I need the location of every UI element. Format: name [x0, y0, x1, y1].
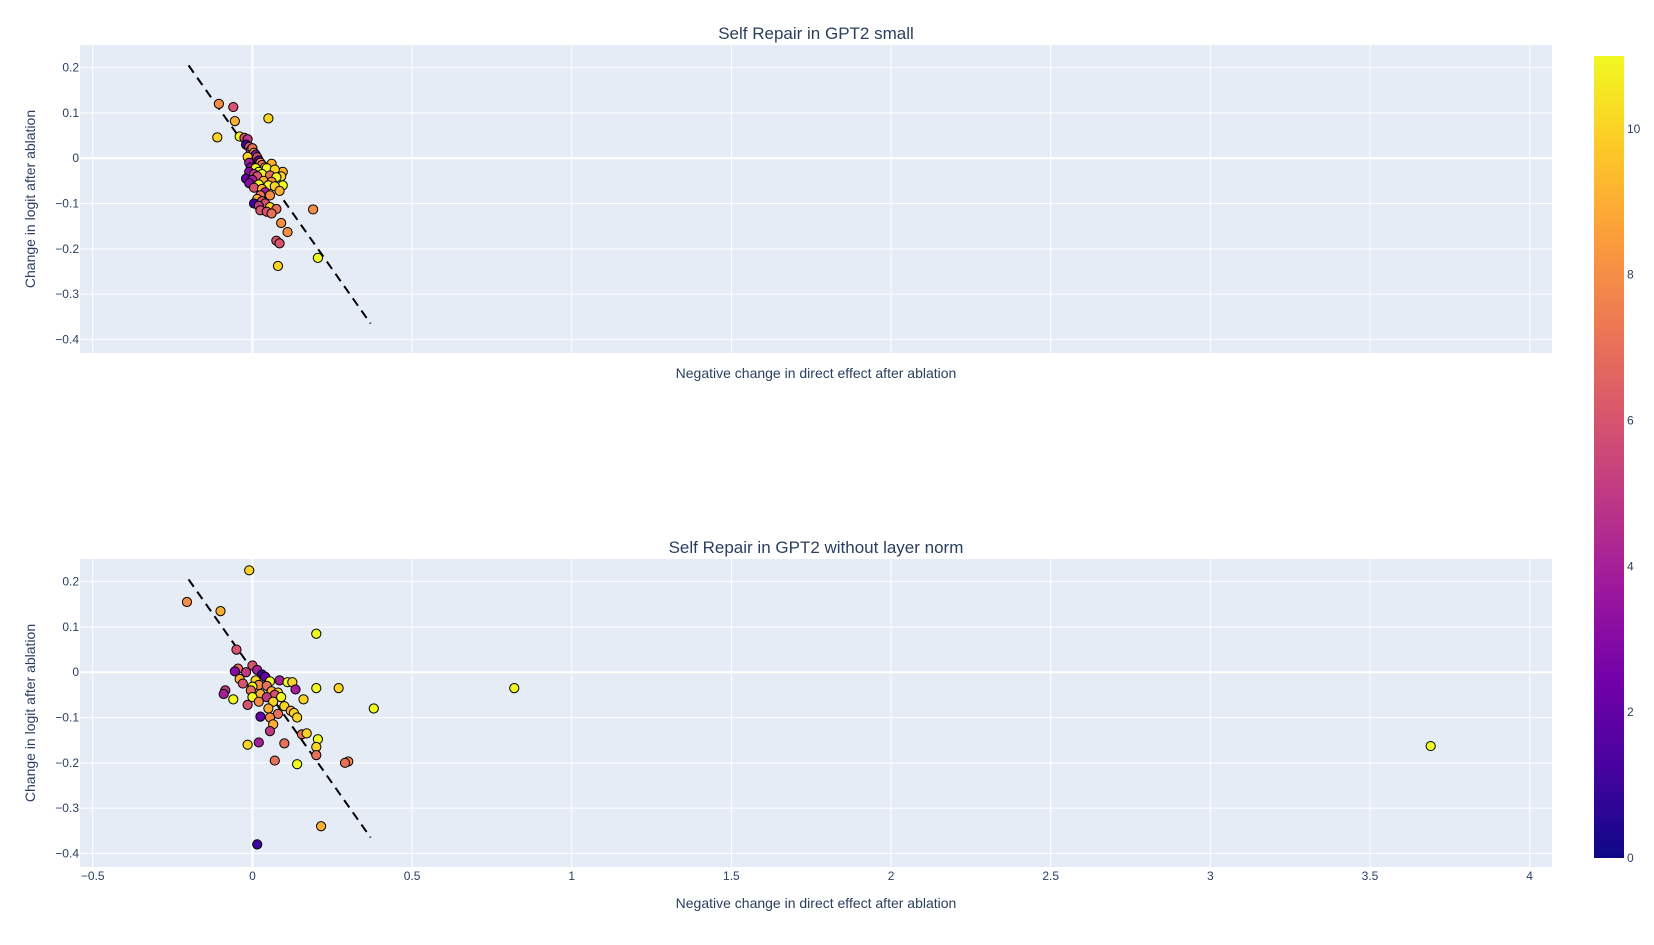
scatter-point [255, 711, 266, 722]
x-axis-title: Negative change in direct effect after a… [676, 895, 957, 911]
y-tick-label: 0.1 [62, 620, 79, 634]
scatter-point [290, 684, 301, 695]
colorbar-tick-label: 2 [1627, 705, 1634, 719]
scatter-point [301, 728, 312, 739]
y-tick-label: 0.2 [62, 61, 79, 75]
x-tick-label: 3.5 [1362, 869, 1379, 883]
chart-title: Self Repair in GPT2 without layer norm [669, 538, 964, 557]
scatter-point [212, 132, 223, 143]
scatter-point [218, 688, 229, 700]
bottom-scatter-plot: −0.5 0 0.5 1 1.5 2 2.5 3 3.5 4 0.2 0.1 0 −0.1 −0.2 −0.3… [22, 538, 1552, 911]
scatter-point [253, 737, 264, 748]
scatter-point [312, 252, 323, 263]
x-tick-label: 0 [249, 869, 256, 883]
scatter-point [282, 226, 293, 238]
plot-background [80, 559, 1552, 867]
scatter-point [231, 644, 242, 655]
x-tick-label: 2.5 [1042, 869, 1059, 883]
x-tick-label: 2 [888, 869, 895, 883]
y-tick-label: 0.2 [62, 575, 79, 589]
scatter-point [266, 208, 277, 219]
scatter-point [268, 696, 279, 707]
scatter-point [1425, 740, 1436, 752]
dashed-fit-line [187, 578, 372, 839]
scatter-point [307, 204, 319, 215]
top-scatter-plot: 0.2 0.1 0 −0.1 −0.2 −0.3 −0.4 Self Repair in GP… [22, 24, 1552, 381]
scatter-point [229, 666, 240, 677]
plot-background [80, 45, 1552, 353]
scatter-point [311, 628, 322, 639]
scatter-point [279, 738, 290, 749]
y-tick-label: −0.1 [55, 711, 79, 725]
x-tick-label: 0.5 [404, 869, 421, 883]
x-tick-label: 1 [568, 869, 575, 883]
scatter-point [311, 750, 322, 761]
y-tick-label: 0 [72, 151, 79, 165]
colorbar-tick-label: 0 [1627, 851, 1634, 865]
y-axis-title: Change in logit after ablation [22, 624, 38, 802]
scatter-point [298, 694, 309, 705]
scatter-point [276, 217, 287, 229]
scatter-point [242, 699, 253, 710]
scatter-point [311, 682, 322, 694]
layer-colorbar: 0 2 4 6 8 10 [1594, 56, 1641, 865]
scatter-point [244, 565, 255, 576]
scatter-point [274, 238, 285, 249]
y-tick-label: 0.1 [62, 106, 79, 120]
scatter-point [292, 759, 303, 770]
colorbar-tick-label: 4 [1627, 559, 1634, 573]
scatter-point [269, 755, 280, 766]
scatter-point [215, 605, 226, 617]
y-tick-label: −0.4 [55, 846, 79, 860]
scatter-point [213, 98, 224, 109]
y-tick-label: 0 [72, 665, 79, 679]
colorbar-tick-label: 10 [1627, 122, 1641, 136]
y-tick-label: −0.2 [55, 242, 79, 256]
scatter-point [181, 596, 193, 608]
colorbar-tick-label: 8 [1627, 268, 1634, 282]
scatter-point [276, 692, 287, 703]
scatter-point [263, 113, 274, 124]
scatter-point [252, 839, 263, 850]
scatter-point [263, 703, 274, 714]
scatter-point [333, 682, 344, 694]
scatter-point [315, 821, 327, 832]
x-tick-label: 3 [1207, 869, 1214, 883]
colorbar-gradient [1594, 56, 1624, 858]
scatter-point [242, 739, 253, 750]
scatter-point [368, 703, 379, 714]
x-tick-label: 4 [1526, 869, 1533, 883]
colorbar-tick-label: 6 [1627, 414, 1634, 428]
scatter-point [264, 726, 276, 737]
y-axis-title: Change in logit after ablation [22, 110, 38, 288]
scatter-point [264, 190, 276, 201]
y-tick-label: −0.3 [55, 287, 79, 301]
chart-title: Self Repair in GPT2 small [718, 24, 914, 43]
scatter-point [240, 667, 252, 678]
scatter-point [228, 694, 239, 705]
y-tick-label: −0.2 [55, 756, 79, 770]
x-axis-title: Negative change in direct effect after a… [676, 365, 957, 381]
scatter-point [253, 696, 264, 707]
scatter-point [339, 757, 351, 768]
y-tick-label: −0.4 [55, 332, 79, 346]
x-tick-label: 1.5 [723, 869, 740, 883]
scatter-point [292, 712, 303, 723]
scatter-point [272, 260, 284, 272]
y-tick-label: −0.1 [55, 197, 79, 211]
scatter-point [274, 185, 285, 196]
scatter-point [509, 682, 520, 694]
scatter-point [229, 115, 240, 127]
x-tick-label: −0.5 [81, 869, 105, 883]
y-tick-label: −0.3 [55, 801, 79, 815]
scatter-point [237, 678, 248, 689]
scatter-point [228, 101, 239, 113]
